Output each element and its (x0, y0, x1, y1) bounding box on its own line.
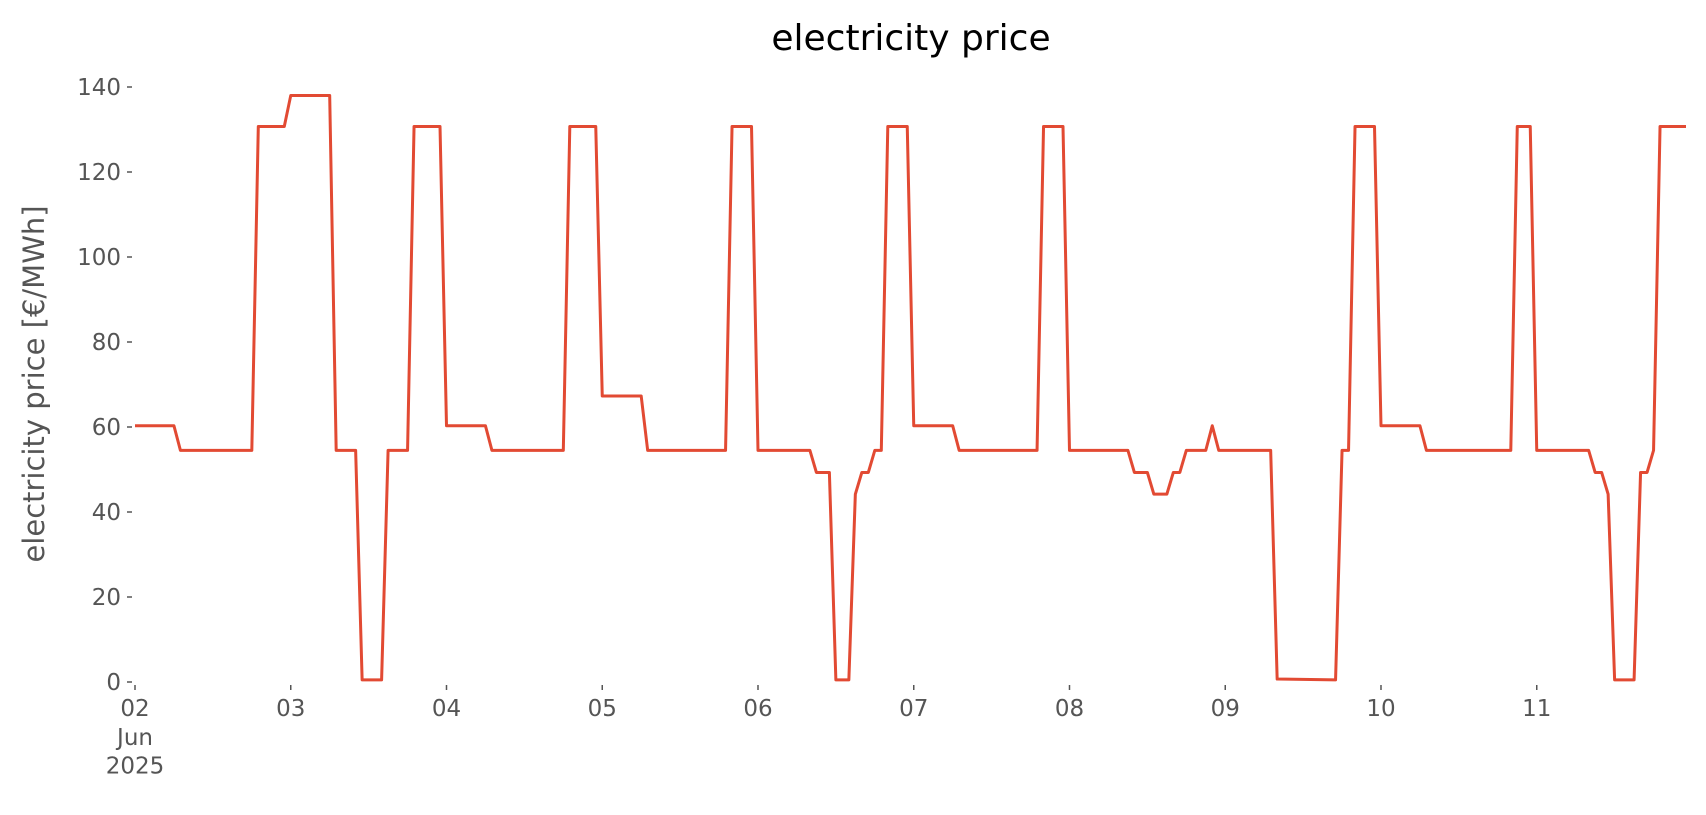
y-tick-label: 0 (106, 670, 121, 696)
y-tick-label: 20 (92, 585, 121, 611)
x-tick-label: 10 (1366, 696, 1395, 722)
y-tick-label: 100 (77, 245, 121, 271)
y-tick-label: 120 (77, 160, 121, 186)
price-line (135, 94, 1686, 682)
y-tick-label: 40 (92, 500, 121, 526)
x-tick-label: 06 (743, 696, 772, 722)
x-tick-label: 02 Jun 2025 (106, 696, 165, 780)
x-tick-label: 08 (1055, 696, 1084, 722)
y-tick-label: 140 (77, 75, 121, 101)
y-tick-label: 60 (92, 415, 121, 441)
x-tick-label: 11 (1522, 696, 1551, 722)
chart-title: electricity price (771, 18, 1050, 59)
y-axis-label: electricity price [€/MWh] (17, 205, 51, 562)
x-tick-label: 03 (276, 696, 305, 722)
x-tick-label: 04 (432, 696, 461, 722)
x-tick-label: 09 (1211, 696, 1240, 722)
x-tick-label: 07 (899, 696, 928, 722)
x-tick-label: 05 (588, 696, 617, 722)
y-tick-label: 80 (92, 330, 121, 356)
